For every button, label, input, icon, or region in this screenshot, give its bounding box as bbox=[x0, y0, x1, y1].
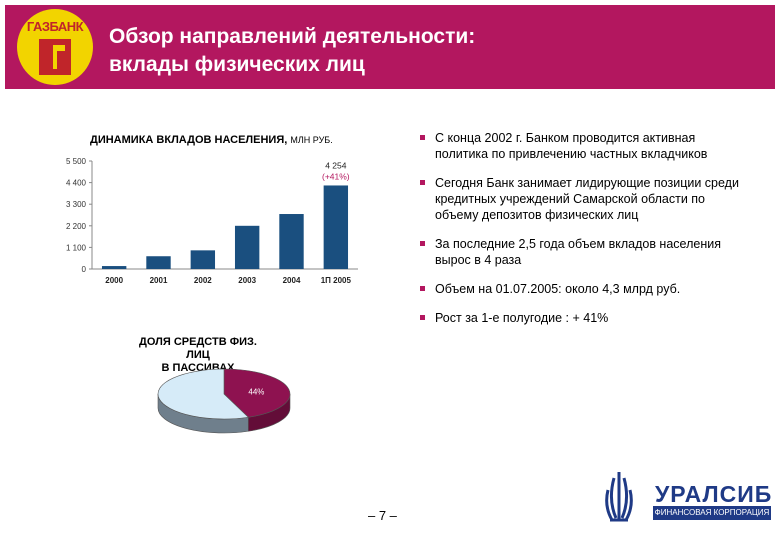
bullet-item: Рост за 1-е полугодие : + 41% bbox=[420, 310, 750, 326]
header-banner: ГАЗБАНК Обзор направлений деятельности: … bbox=[5, 5, 775, 89]
bullet-item: Сегодня Банк занимает лидирующие позиции… bbox=[420, 175, 750, 223]
chart-title: ДИНАМИКА ВКЛАДОВ НАСЕЛЕНИЯ, МЛН РУБ. bbox=[90, 134, 333, 146]
bar-growth-label: (+41%) bbox=[322, 171, 350, 181]
pie-slice bbox=[157, 368, 249, 420]
bullet-text: За последние 2,5 года объем вкладов насе… bbox=[435, 237, 721, 267]
x-tick-label: 2003 bbox=[238, 276, 256, 285]
y-tick-label: 4 400 bbox=[66, 179, 87, 188]
y-tick-label: 2 200 bbox=[66, 222, 87, 231]
brand-name: УРАЛСИБ bbox=[655, 481, 773, 507]
pie-slice-label: 44% bbox=[248, 388, 264, 397]
bullet-icon bbox=[420, 315, 425, 320]
bullet-item: За последние 2,5 года объем вкладов насе… bbox=[420, 236, 750, 268]
bar bbox=[234, 225, 260, 269]
bullet-item: С конца 2002 г. Банком проводится активн… bbox=[420, 130, 750, 162]
bullet-text: С конца 2002 г. Банком проводится активн… bbox=[435, 131, 708, 161]
y-tick-label: 5 500 bbox=[66, 157, 87, 166]
bar-data-label: 4 254 bbox=[325, 160, 347, 170]
x-tick-label: 2001 bbox=[150, 276, 168, 285]
logo-text: ГАЗБАНК bbox=[26, 19, 84, 34]
bar bbox=[323, 185, 349, 269]
y-tick-label: 3 300 bbox=[66, 200, 87, 209]
gazbank-logo: ГАЗБАНК bbox=[17, 9, 93, 85]
title-line-1: Обзор направлений деятельности: bbox=[109, 25, 476, 48]
bar bbox=[190, 250, 216, 269]
x-tick-label: 2000 bbox=[105, 276, 123, 285]
logo-mark-icon bbox=[39, 39, 71, 75]
bullet-item: Объем на 01.07.2005: около 4,3 млрд руб. bbox=[420, 281, 750, 297]
pie-chart-title: ДОЛЯ СРЕДСТВ ФИЗ. ЛИЦ В ПАССИВАХ bbox=[138, 336, 258, 375]
chart-unit: МЛН РУБ. bbox=[290, 135, 333, 145]
x-tick-label: 2004 bbox=[283, 276, 301, 285]
bar bbox=[146, 256, 171, 269]
bar bbox=[279, 214, 304, 269]
bullet-icon bbox=[420, 241, 425, 246]
page-title: Обзор направлений деятельности: вклады ф… bbox=[109, 23, 475, 79]
y-tick-label: 1 100 bbox=[66, 243, 87, 252]
bullet-icon bbox=[420, 286, 425, 291]
brand-subtitle: ФИНАНСОВАЯ КОРПОРАЦИЯ bbox=[653, 506, 771, 520]
x-tick-label: 1П 2005 bbox=[321, 276, 352, 285]
chart-title-text: ДИНАМИКА ВКЛАДОВ НАСЕЛЕНИЯ, bbox=[90, 134, 288, 146]
y-tick-label: 0 bbox=[82, 265, 87, 274]
bullet-text: Сегодня Банк занимает лидирующие позиции… bbox=[435, 176, 739, 222]
x-tick-label: 2002 bbox=[194, 276, 212, 285]
bullet-text: Рост за 1-е полугодие : + 41% bbox=[435, 311, 609, 325]
bar bbox=[101, 266, 127, 269]
bullet-icon bbox=[420, 135, 425, 140]
pie-title-line-1: ДОЛЯ СРЕДСТВ ФИЗ. ЛИЦ bbox=[139, 336, 257, 361]
title-line-2: вклады физических лиц bbox=[109, 53, 365, 76]
bullet-list: С конца 2002 г. Банком проводится активн… bbox=[420, 130, 750, 339]
pie-slice bbox=[223, 368, 291, 418]
bullet-text: Объем на 01.07.2005: около 4,3 млрд руб. bbox=[435, 282, 681, 296]
page-number: – 7 – bbox=[368, 508, 397, 523]
bullet-icon bbox=[420, 180, 425, 185]
